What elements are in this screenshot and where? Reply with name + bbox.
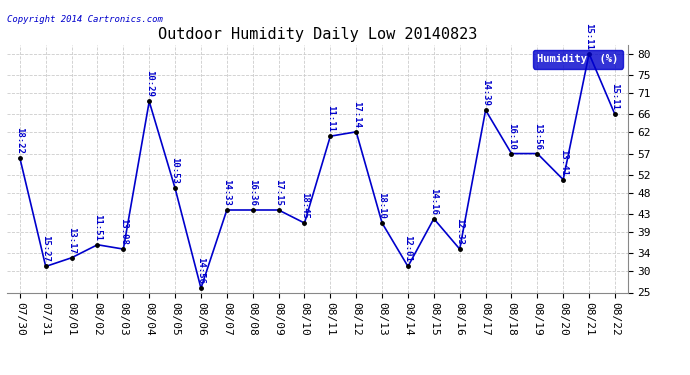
Text: 13:08: 13:08: [119, 218, 128, 245]
Text: 14:56: 14:56: [197, 257, 206, 284]
Text: 13:17: 13:17: [67, 227, 76, 254]
Text: 12:33: 12:33: [455, 218, 464, 245]
Text: 18:10: 18:10: [377, 192, 386, 219]
Title: Outdoor Humidity Daily Low 20140823: Outdoor Humidity Daily Low 20140823: [158, 27, 477, 42]
Text: 10:29: 10:29: [145, 70, 154, 97]
Text: 13:56: 13:56: [533, 123, 542, 149]
Text: 18:22: 18:22: [15, 127, 24, 154]
Text: 10:53: 10:53: [170, 157, 179, 184]
Text: 16:36: 16:36: [248, 179, 257, 206]
Text: 15:11: 15:11: [611, 83, 620, 110]
Text: 15:11: 15:11: [584, 22, 593, 50]
Legend: Humidity  (%): Humidity (%): [533, 50, 622, 69]
Text: 12:01: 12:01: [404, 236, 413, 262]
Text: 11:51: 11:51: [93, 214, 102, 241]
Text: 14:33: 14:33: [222, 179, 231, 206]
Text: 15:27: 15:27: [41, 236, 50, 262]
Text: 16:10: 16:10: [507, 123, 516, 149]
Text: 13:41: 13:41: [559, 148, 568, 176]
Text: Copyright 2014 Cartronics.com: Copyright 2014 Cartronics.com: [7, 15, 163, 24]
Text: 17:15: 17:15: [274, 179, 283, 206]
Text: 18:45: 18:45: [300, 192, 309, 219]
Text: 17:14: 17:14: [352, 101, 361, 128]
Text: 14:39: 14:39: [481, 79, 490, 106]
Text: 14:16: 14:16: [429, 188, 438, 214]
Text: 11:11: 11:11: [326, 105, 335, 132]
